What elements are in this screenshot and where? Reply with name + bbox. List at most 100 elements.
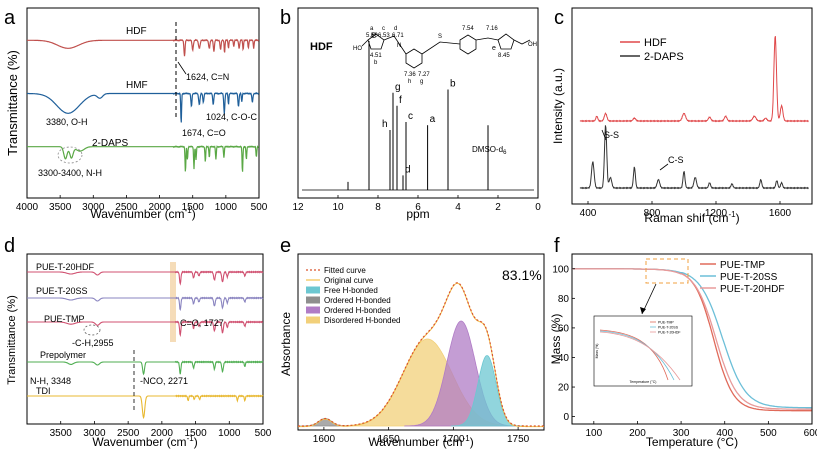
panel-b-x-tick-label: 10 — [332, 202, 344, 213]
inset-curve — [599, 331, 681, 381]
panel-d-legend-20hdf: PUE-T-20HDF — [36, 262, 95, 272]
panel-d-xlabel: Wavenumber (cm-1) — [92, 434, 197, 449]
panel-f-x-tick-label: 100 — [585, 428, 602, 439]
panel-d-series-tdi — [27, 394, 264, 420]
panel-f-xlabel: Temperature (°C) — [646, 435, 738, 449]
inset-legend-label: PUE-TMP — [658, 321, 674, 325]
panel-e-legend-swatch — [306, 306, 320, 314]
panel-b-x-tick-label: 4 — [455, 202, 461, 213]
panel-a-x-tick-label: 3500 — [49, 202, 72, 213]
panel-f-x-tick-label: 500 — [760, 428, 777, 439]
struct-label-a: a — [370, 26, 374, 32]
panel-d-series-prepolymer — [27, 360, 264, 376]
panel-c-series-hdf — [579, 36, 809, 123]
panel-a-series-2-daps — [27, 145, 260, 172]
panel-d-x-tick-label: 500 — [255, 428, 272, 439]
panel-e-legend-label: Ordered H-bonded — [324, 306, 391, 315]
panel-a-arrow-cn — [177, 61, 187, 75]
panel-c-legend-2daps: 2-DAPS — [644, 51, 684, 63]
struct-label-e: e — [492, 45, 496, 52]
inset-legend-label: PUE-T-20HDF — [658, 331, 681, 335]
panel-a-ann-coc: 1024, C-O-C — [206, 112, 258, 122]
inset-xlabel: Temperature (°C) — [630, 380, 657, 384]
panel-letter-b: b — [280, 7, 291, 29]
panel-a-xlabel: Wavenumber (cm-1) — [90, 206, 195, 221]
panel-f-y-tick-label: 0 — [563, 412, 569, 423]
panel-a-legend-2daps: 2-DAPS — [92, 138, 128, 149]
panel-f-ylabel: Mass (%) — [549, 314, 563, 365]
panel-a-nh-ellipse — [57, 146, 83, 164]
panel-d-series-pue-t-20hdf — [27, 270, 264, 286]
panel-d-ann-nco: -NCO, 2271 — [140, 376, 188, 386]
panel-b-frame — [297, 7, 539, 199]
panel-a-series-hmf — [27, 91, 260, 123]
imine-link-right — [475, 37, 499, 41]
imine-link-left — [383, 35, 407, 55]
panel-d-x-tick-label: 2000 — [151, 428, 174, 439]
panel-a-ann-oh: 3380, O-H — [46, 117, 88, 127]
panel-c-ticks: 400 800 1200 1600 — [580, 201, 792, 219]
panel-d-ftir: PUE-T-20HDF PUE-T-20SS PUE-TMP Prepolyme… — [6, 253, 272, 449]
furan-ring-left — [367, 33, 385, 50]
panel-a-x-tick-label: 2500 — [115, 202, 138, 213]
panel-b-peak-label-d: d — [405, 164, 411, 175]
panel-c-frame — [571, 7, 813, 205]
struct-label-550: 5.50 — [366, 33, 378, 39]
struct-label-b: b — [374, 60, 378, 66]
panel-c-ann-cs: C-S — [668, 155, 684, 165]
panel-e-ticks: 1600 1650 1700 1750 — [313, 427, 530, 445]
panel-e-areas — [298, 282, 544, 428]
panel-b-peak-label-h: h — [382, 119, 388, 130]
inset-curves — [599, 329, 681, 381]
disulfide-link — [421, 41, 461, 55]
panel-b-structure: a 5.50 c 6.53 6.71 d 4.51 b 7.54 7.16 e … — [353, 26, 537, 85]
panel-b-peak-label-g: g — [395, 82, 401, 93]
panel-d-series-pue-t-20ss — [27, 296, 264, 312]
panel-f-ticks: 100 200 300 400 500 600 0 20 40 60 80 100 — [552, 264, 817, 439]
panel-e-legend-swatch — [306, 316, 320, 324]
panel-f-y-tick-label: 80 — [558, 294, 570, 305]
inset-legend-label: PUE-T-20SS — [658, 326, 679, 330]
hydroxymethyl-left — [361, 39, 369, 47]
panel-a-x-tick-label: 1500 — [182, 202, 205, 213]
panel-c-legend-hdf: HDF — [644, 37, 667, 49]
panel-f-x-tick-label: 600 — [804, 428, 817, 439]
panel-b-solvent: DMSO-d6 — [472, 145, 507, 156]
panel-letter-d: d — [4, 235, 15, 257]
struct-label-d: d — [394, 26, 397, 32]
panel-f-x-tick-label: 300 — [673, 428, 690, 439]
panel-a-legend-hmf: HMF — [126, 80, 148, 91]
struct-label-653: 6.53 — [378, 33, 390, 39]
panel-f-legend-label: PUE-T-20SS — [720, 272, 778, 283]
panel-f-y-tick-label: 60 — [558, 323, 570, 334]
panel-f-legend-label: PUE-T-20HDF — [720, 284, 784, 295]
panel-c-x-tick-label: 400 — [580, 208, 597, 219]
panel-letter-e: e — [280, 235, 291, 257]
panel-c-raman: HDF 2-DAPS S-S C-S 400 800 1200 1600 Raman … — [551, 7, 813, 225]
panel-a-ann-co: 1674, C=O — [182, 128, 226, 138]
panel-e-legend-swatch — [306, 296, 320, 304]
panel-b-x-tick-label: 8 — [375, 202, 381, 213]
struct-label-845: 8.45 — [498, 53, 510, 59]
panel-c-series — [579, 36, 809, 190]
panel-f-x-tick-label: 200 — [629, 428, 646, 439]
panel-e-ylabel: Absorbance — [279, 312, 293, 376]
struct-label-451: 4.51 — [370, 53, 382, 59]
panel-a-series-hdf — [27, 38, 260, 57]
struct-label-n: N — [397, 43, 401, 49]
panel-f-series — [572, 268, 812, 412]
panel-e-legend-swatch — [306, 286, 320, 294]
panel-d-ann-nh: N-H, 3348 — [30, 376, 71, 386]
panel-e-x-tick-label: 1700 — [442, 434, 465, 445]
panel-a-x-tick-label: 1000 — [215, 202, 238, 213]
panel-d-x-tick-label: 1000 — [218, 428, 241, 439]
panel-d-legend-tdi: TDI — [36, 386, 51, 396]
struct-label-ho: HO — [353, 46, 362, 52]
panel-c-arrow-cs — [659, 163, 669, 171]
panel-f-y-tick-label: 100 — [552, 264, 569, 275]
panel-d-x-tick-label: 3500 — [50, 428, 73, 439]
struct-label-671: 6.71 — [392, 33, 404, 39]
